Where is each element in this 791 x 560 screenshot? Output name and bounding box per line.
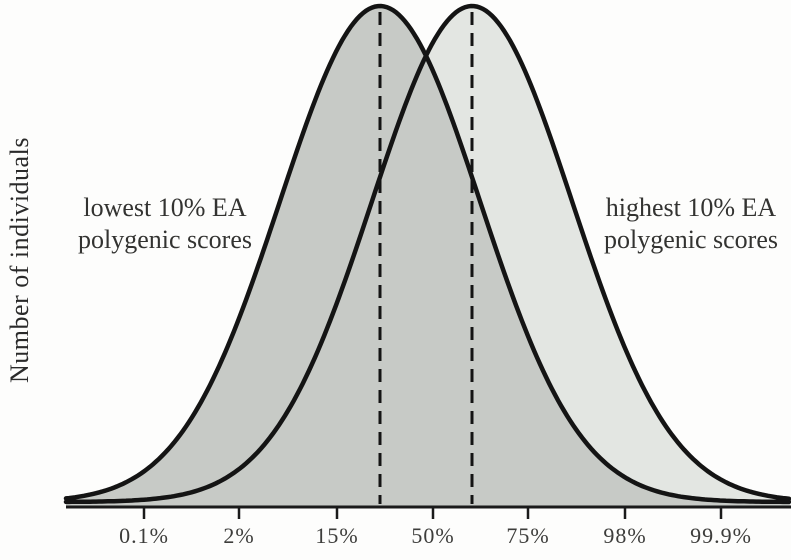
x-tick-label-75%: 75% xyxy=(506,523,549,548)
annotation-lowest-line1: lowest 10% EA xyxy=(83,193,247,222)
annotation-highest-line2: polygenic scores xyxy=(603,225,778,254)
x-tick-label-98%: 98% xyxy=(603,523,646,548)
y-axis-label: Number of individuals xyxy=(5,137,34,383)
curve-fill-lowest xyxy=(66,6,791,507)
x-tick-label-50%: 50% xyxy=(411,523,454,548)
x-tick-label-15%: 15% xyxy=(315,523,358,548)
annotation-lowest-line2: polygenic scores xyxy=(77,225,252,254)
annotation-highest-10pct: highest 10% EA polygenic scores xyxy=(586,192,791,256)
x-tick-label-0.1%: 0.1% xyxy=(119,523,169,548)
annotation-lowest-10pct: lowest 10% EA polygenic scores xyxy=(60,192,270,256)
curve-outline-lowest xyxy=(63,3,791,505)
curve-outline-highest xyxy=(63,3,791,505)
x-tick-label-2%: 2% xyxy=(223,523,254,548)
annotation-highest-line1: highest 10% EA xyxy=(605,193,777,222)
x-tick-label-99.9%: 99.9% xyxy=(690,523,752,548)
